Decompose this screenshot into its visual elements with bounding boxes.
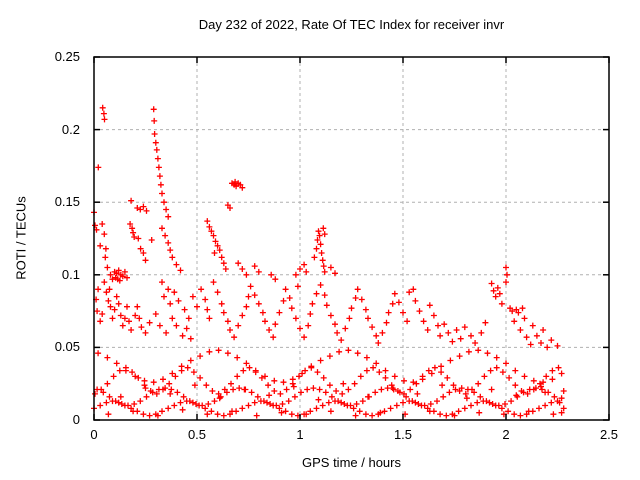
y-tick-label: 0.1 bbox=[61, 266, 80, 282]
plot-border bbox=[93, 56, 610, 421]
x-tick-label: 1 bbox=[296, 427, 304, 442]
y-tick-label: 0.2 bbox=[61, 121, 80, 137]
y-tick-label: 0.25 bbox=[54, 49, 80, 64]
chart-title: Day 232 of 2022, Rate Of TEC Index for r… bbox=[198, 17, 505, 32]
x-tick-label: 2.5 bbox=[599, 427, 619, 442]
y-tick-label: 0.05 bbox=[54, 339, 80, 355]
y-tick-label: 0.15 bbox=[54, 194, 80, 210]
y-tick-label: 0 bbox=[72, 412, 80, 427]
x-tick-label: 0 bbox=[90, 427, 98, 442]
x-tick-label: 0.5 bbox=[187, 427, 207, 442]
x-tick-label: 2 bbox=[502, 427, 510, 442]
x-tick-label: 1.5 bbox=[393, 427, 413, 442]
scatter-points bbox=[91, 104, 567, 419]
x-axis-title: GPS time / hours bbox=[302, 455, 401, 470]
